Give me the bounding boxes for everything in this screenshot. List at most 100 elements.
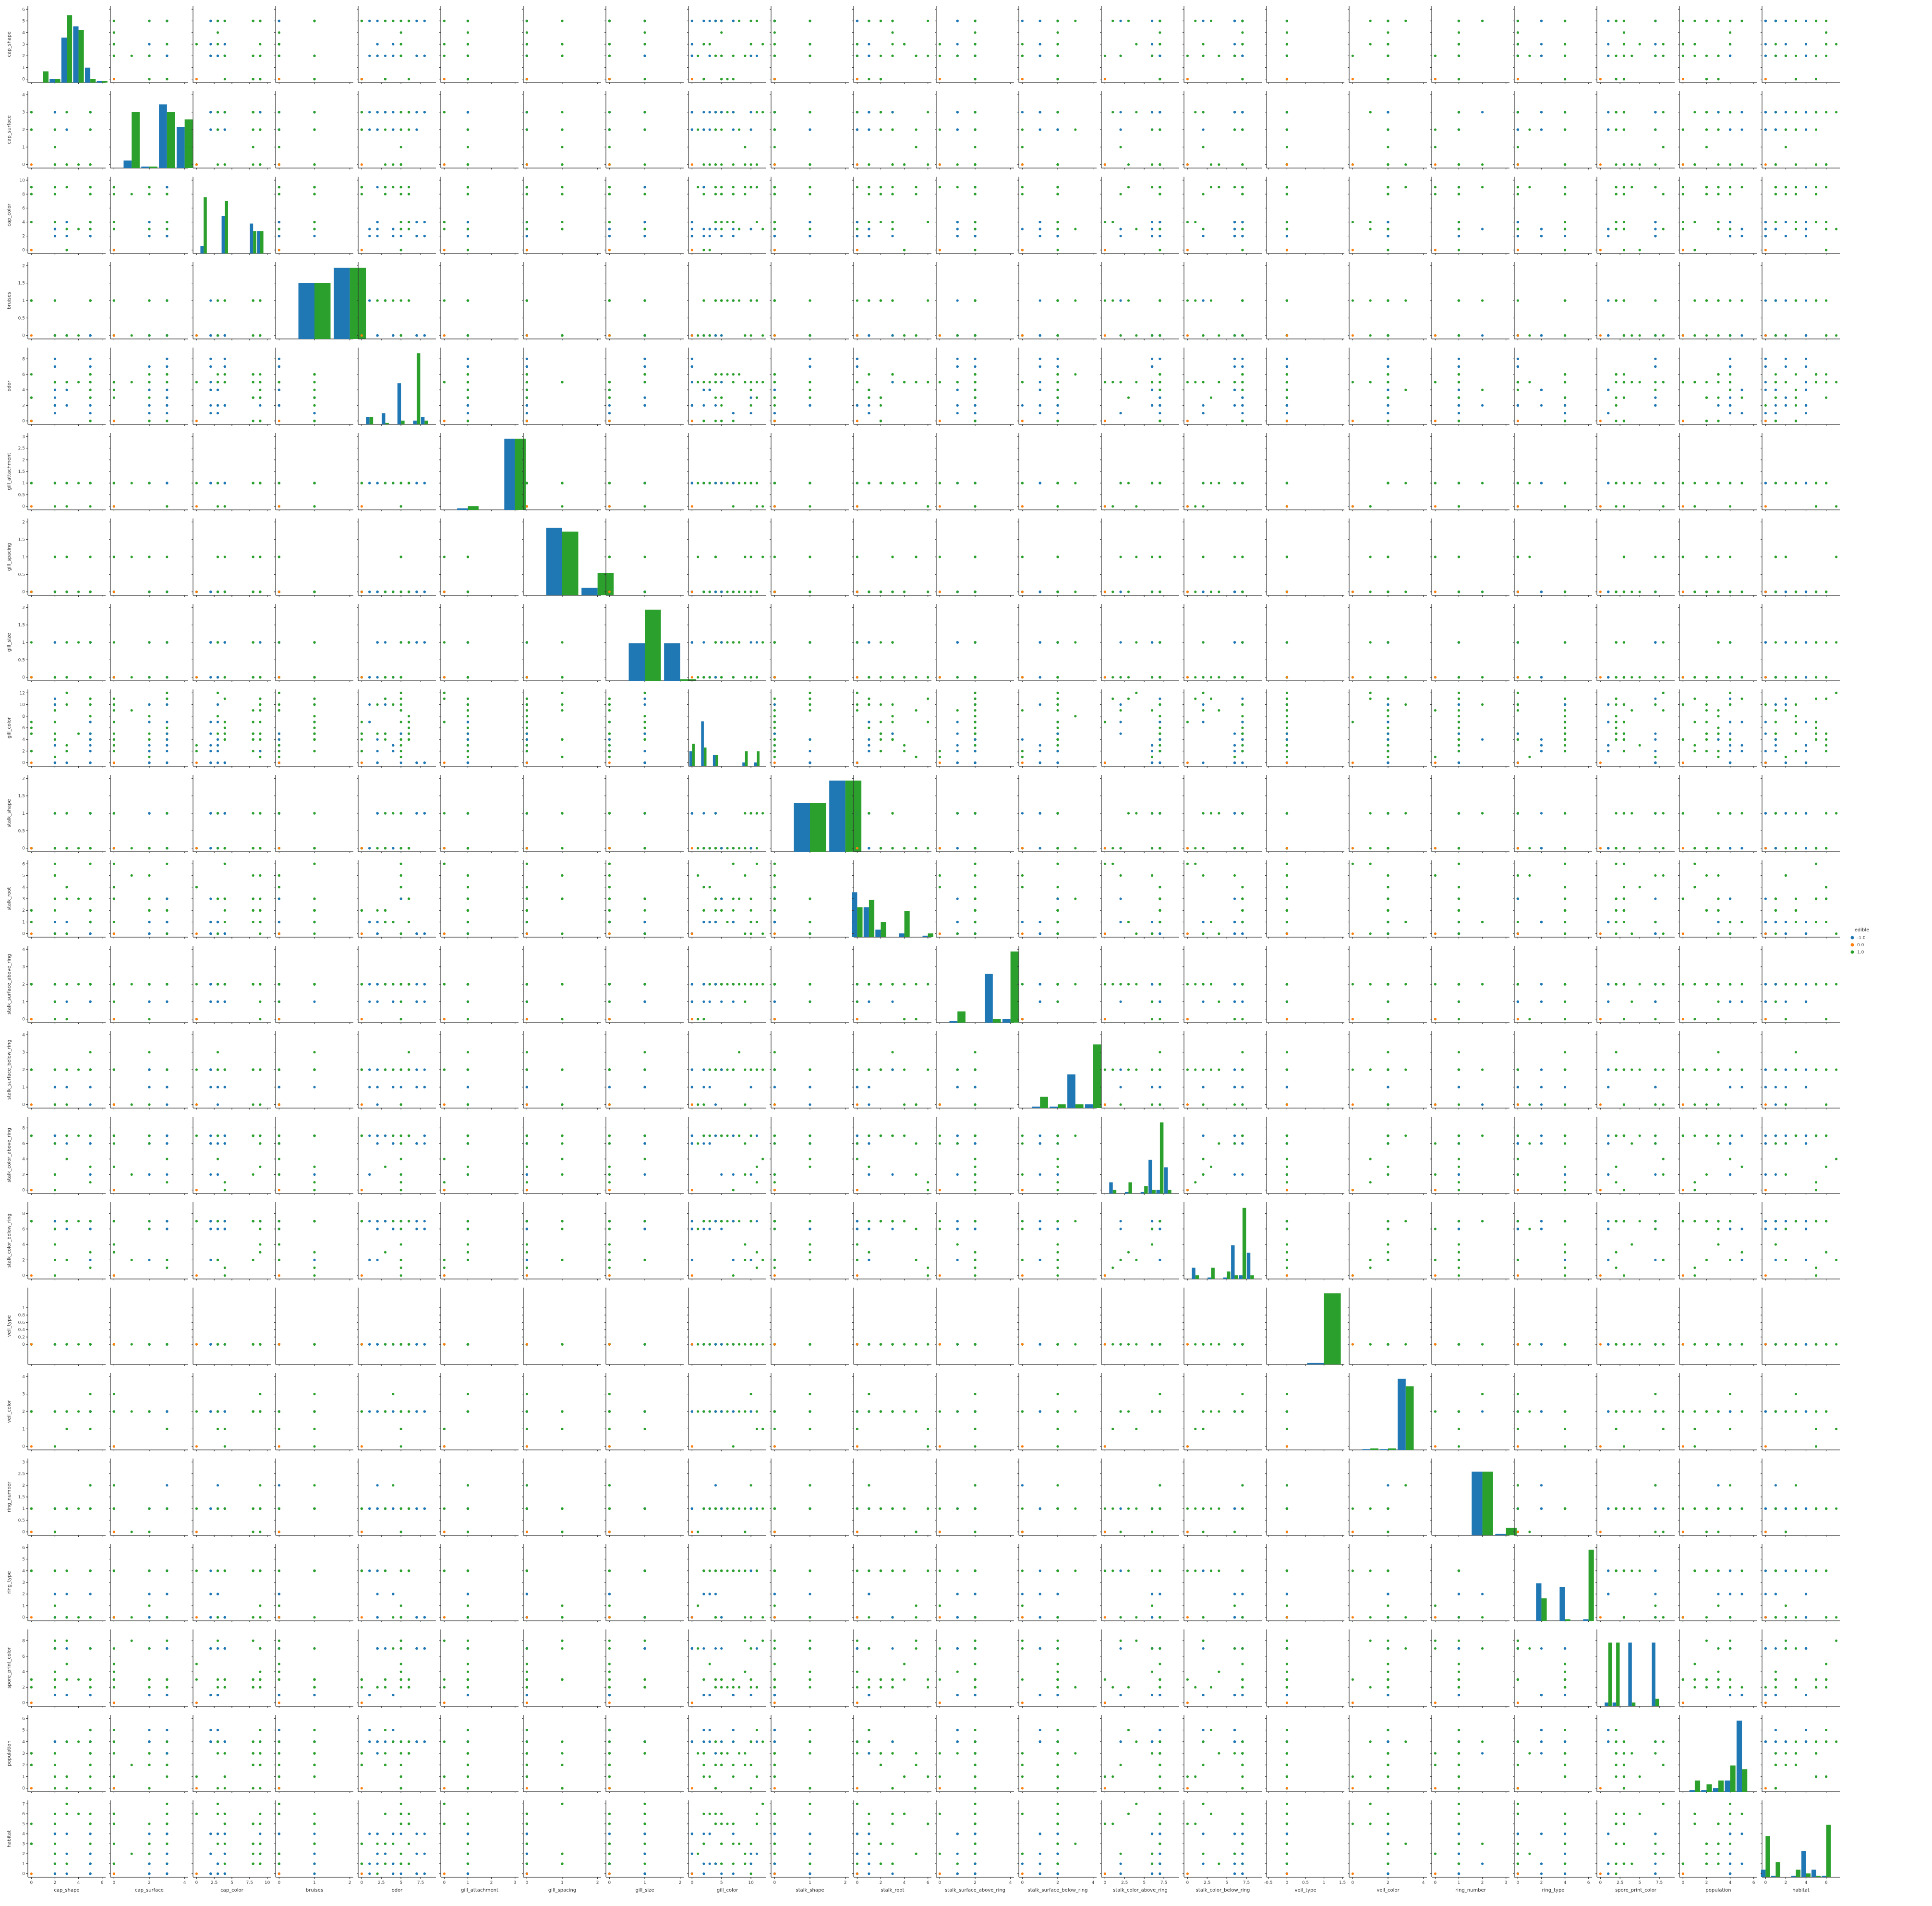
scatter-point xyxy=(1056,111,1059,114)
scatter-point xyxy=(259,163,262,166)
scatter-point xyxy=(915,54,918,57)
scatter-point xyxy=(720,111,723,114)
scatter-point xyxy=(313,193,316,195)
scatter-point xyxy=(1824,19,1828,23)
scatter-point xyxy=(166,220,169,224)
scatter-point xyxy=(112,54,115,57)
scatter-point xyxy=(755,186,758,189)
hist-bar xyxy=(260,231,264,253)
scatter-point xyxy=(278,43,280,46)
scatter-point xyxy=(809,228,811,230)
scatter-point xyxy=(1740,163,1743,166)
scatter-point xyxy=(166,43,169,46)
scatter-point xyxy=(1150,186,1154,189)
scatter-point xyxy=(1038,228,1041,230)
scatter-point xyxy=(1814,19,1818,23)
scatter-point xyxy=(1233,186,1236,189)
scatter-point xyxy=(466,193,470,195)
scatter-point xyxy=(1705,128,1708,131)
scatter-point xyxy=(726,78,729,81)
scatter-point xyxy=(773,163,776,166)
scatter-point xyxy=(891,235,894,238)
scatter-point xyxy=(938,54,941,57)
scatter-point xyxy=(720,54,723,57)
scatter-point xyxy=(368,54,371,57)
scatter-point xyxy=(809,19,811,23)
scatter-point xyxy=(1654,163,1657,166)
scatter-point xyxy=(278,228,280,230)
scatter-point xyxy=(1285,145,1289,148)
scatter-point xyxy=(608,111,611,114)
scatter-point xyxy=(915,145,918,148)
scatter-point xyxy=(209,54,212,57)
scatter-point xyxy=(856,128,858,131)
scatter-point xyxy=(313,128,316,131)
scatter-point xyxy=(1630,54,1633,57)
panel-cap_surface-vs-stalk_color_above_ring xyxy=(1100,91,1179,169)
y-tick-label: 3 xyxy=(22,110,25,115)
scatter-point xyxy=(868,186,870,189)
panel-cap_shape-vs-population xyxy=(1678,6,1757,84)
scatter-point xyxy=(148,228,151,230)
scatter-point xyxy=(702,193,705,195)
scatter-point xyxy=(148,193,151,195)
scatter-point xyxy=(643,54,646,57)
scatter-point xyxy=(1814,78,1818,81)
scatter-point xyxy=(1103,249,1106,252)
scatter-point xyxy=(1784,19,1787,23)
scatter-point xyxy=(65,228,68,230)
scatter-point xyxy=(868,220,870,224)
scatter-point xyxy=(1285,31,1289,34)
scatter-point xyxy=(1159,186,1161,189)
scatter-point xyxy=(856,228,858,230)
scatter-point xyxy=(65,128,68,131)
scatter-point xyxy=(1540,128,1543,131)
scatter-point xyxy=(561,163,564,166)
scatter-point xyxy=(130,54,133,57)
scatter-point xyxy=(423,220,426,224)
scatter-point xyxy=(856,111,858,114)
scatter-point xyxy=(466,54,470,57)
scatter-point xyxy=(561,54,564,57)
scatter-point xyxy=(773,111,776,114)
scatter-point xyxy=(1159,235,1161,238)
scatter-point xyxy=(1607,54,1610,57)
scatter-point xyxy=(209,128,212,131)
scatter-point xyxy=(252,19,254,23)
panel-cap_color-vs-stalk_surface_above_ring xyxy=(935,177,1014,255)
y-tick-label: 0 xyxy=(22,248,25,253)
scatter-point xyxy=(956,128,959,131)
panel-cap_surface-vs-cap_color xyxy=(192,91,271,169)
scatter-point xyxy=(561,111,564,114)
scatter-point xyxy=(1434,78,1437,81)
scatter-point xyxy=(1369,228,1372,230)
hist-bar xyxy=(102,81,108,83)
scatter-point xyxy=(278,193,280,195)
scatter-point xyxy=(561,128,564,131)
scatter-point xyxy=(252,128,254,131)
scatter-point xyxy=(223,163,226,166)
scatter-point xyxy=(1516,54,1519,57)
scatter-point xyxy=(1056,31,1059,34)
scatter-point xyxy=(1528,128,1531,131)
scatter-point xyxy=(773,31,776,34)
scatter-point xyxy=(891,19,894,23)
scatter-point xyxy=(1233,128,1236,131)
scatter-point xyxy=(643,78,646,81)
scatter-point xyxy=(1038,19,1041,23)
scatter-point xyxy=(1119,128,1122,131)
y-tick-label: 0 xyxy=(22,163,25,168)
scatter-point xyxy=(1241,111,1244,114)
scatter-point xyxy=(1681,128,1684,131)
scatter-point xyxy=(1540,54,1543,57)
scatter-point xyxy=(1774,128,1777,131)
scatter-point xyxy=(368,19,371,23)
scatter-point xyxy=(690,128,693,131)
panel-cap_shape-vs-ring_number xyxy=(1430,6,1509,84)
scatter-point xyxy=(278,163,280,166)
scatter-point xyxy=(809,163,811,166)
scatter-point xyxy=(1654,54,1657,57)
scatter-point xyxy=(1434,163,1437,166)
scatter-point xyxy=(216,128,219,131)
hist-bar xyxy=(49,79,55,83)
